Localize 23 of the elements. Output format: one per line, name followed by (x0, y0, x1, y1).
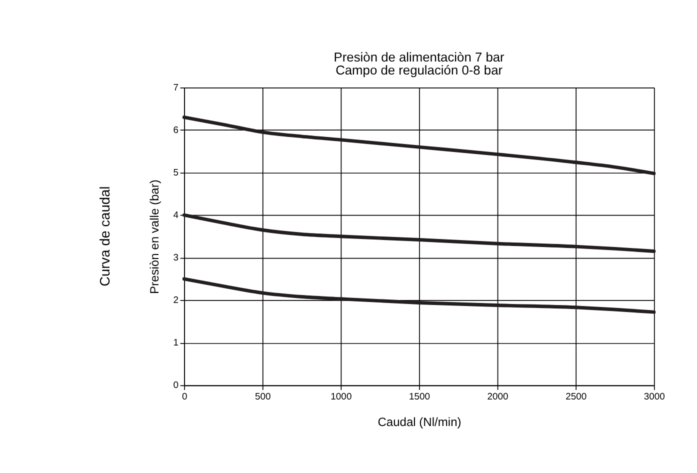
y-tick-label: 7 (173, 82, 179, 94)
y-tick-label: 5 (173, 168, 179, 179)
y-tick-label: 6 (173, 125, 179, 136)
line-series (182, 213, 656, 253)
x-tick-label: 2500 (566, 391, 587, 402)
y-tick-label: 3 (173, 252, 179, 264)
x-tick-label: 500 (254, 391, 271, 402)
chart-subtitle: Campo de regulación 0-8 bar (336, 62, 504, 78)
x-tick-label: 3000 (644, 391, 665, 402)
x-axis-title: Caudal (Nl/min) (378, 415, 462, 430)
y-tick-label: 4 (173, 210, 179, 222)
y-tick-label: 0 (173, 380, 179, 392)
chart-title: Presiòn de alimentaciòn 7 bar (334, 50, 506, 65)
y-axis-title: Presiòn en valle (bar) (148, 180, 162, 294)
x-tick-label: 0 (182, 391, 188, 402)
y-tick-label: 1 (173, 338, 179, 349)
line-series (182, 277, 656, 314)
x-tick-label: 1500 (408, 391, 430, 402)
text: Curva de caudal (97, 186, 112, 286)
y-tick-label: 2 (173, 295, 179, 306)
x-tick-label: 1000 (330, 391, 352, 402)
x-tick-label: 2000 (487, 391, 508, 402)
line-series (182, 116, 656, 176)
